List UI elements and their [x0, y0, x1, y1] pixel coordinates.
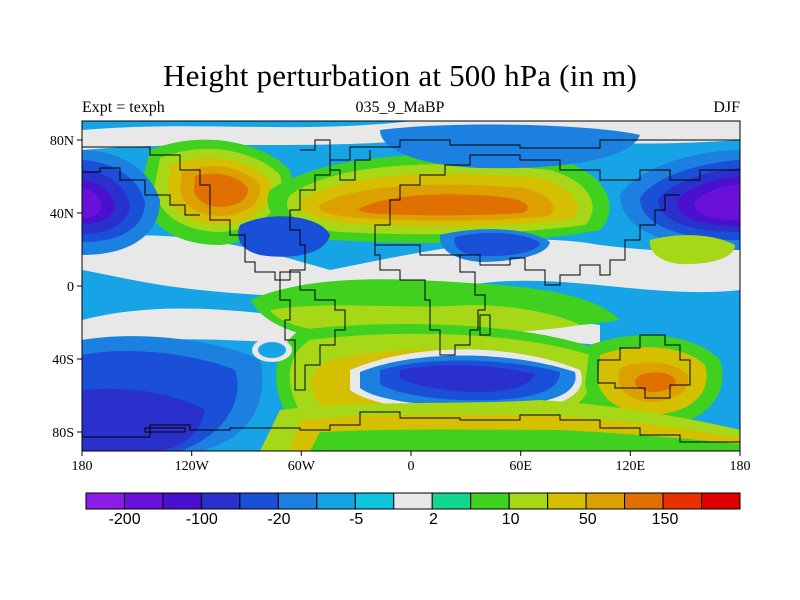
colorbar-swatch [316, 492, 356, 510]
chart-title: Height perturbation at 500 hPa (in m) [162, 58, 638, 93]
x-tick-label: 120W [175, 459, 210, 474]
colorbar-swatch [585, 492, 626, 510]
colorbar-label: -200 [109, 511, 141, 528]
colorbar [85, 492, 741, 510]
y-tick-label: 40S [52, 353, 74, 368]
colorbar-swatch [123, 492, 164, 510]
colorbar-swatch [393, 492, 433, 510]
colorbar-swatch [701, 492, 741, 510]
y-tick-label: 0 [67, 280, 74, 295]
experiment-label: Expt = texph [82, 99, 165, 116]
colorbar-swatch [547, 492, 587, 510]
colorbar-label: 50 [579, 511, 597, 528]
colorbar-labels: -200 -100 -20 -5 2 10 50 150 [109, 511, 679, 528]
colorbar-label: -5 [349, 511, 363, 528]
colorbar-label: 2 [429, 511, 438, 528]
period-label: 035_9_MaBP [355, 99, 445, 116]
x-tick-label: 0 [408, 459, 415, 474]
colorbar-swatch [277, 492, 318, 510]
colorbar-label: 150 [652, 511, 679, 528]
colorbar-swatch [239, 492, 279, 510]
y-tick-label: 80N [50, 134, 74, 149]
colorbar-swatch [470, 492, 510, 510]
x-tick-label: 180 [730, 459, 751, 474]
colorbar-swatch [85, 492, 125, 510]
axis-ticks [77, 139, 741, 456]
colorbar-swatch [508, 492, 549, 510]
colorbar-swatch [200, 492, 241, 510]
x-tick-label: 60E [509, 459, 532, 474]
colorbar-swatch [162, 492, 202, 510]
colorbar-label: -20 [267, 511, 290, 528]
x-tick-label: 60W [288, 459, 316, 474]
colorbar-label: 10 [502, 511, 520, 528]
colorbar-swatch [431, 492, 472, 510]
season-label: DJF [713, 99, 740, 116]
colorbar-swatch [662, 492, 703, 510]
x-tick-label: 120E [616, 459, 646, 474]
colorbar-swatch [354, 492, 395, 510]
y-tick-label: 80S [52, 426, 74, 441]
colorbar-swatch [624, 492, 664, 510]
y-tick-label: 40N [50, 207, 74, 222]
x-tick-label: 180 [72, 459, 93, 474]
coastline [82, 139, 740, 443]
colorbar-label: -100 [186, 511, 218, 528]
